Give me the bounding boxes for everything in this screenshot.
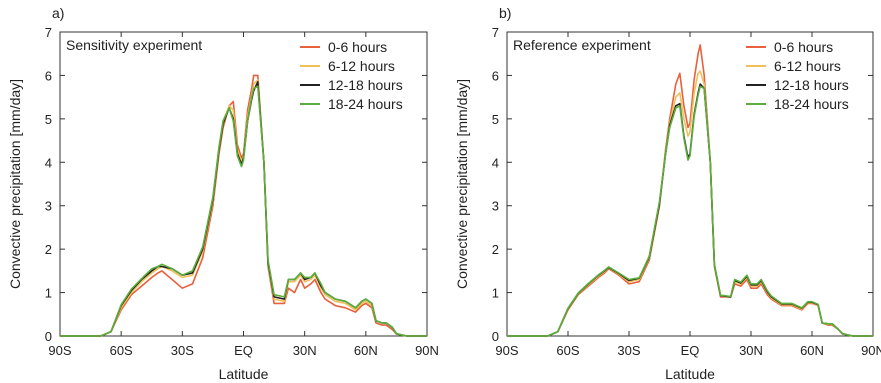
legend-label: 6-12 hours (328, 58, 395, 74)
legend: 0-6 hours 6-12 hours 12-18 hours 18-24 hour… (300, 39, 403, 112)
x-tick-label: EQ (234, 343, 253, 358)
x-tick-label: 30S (171, 343, 194, 358)
x-tick-label: EQ (681, 343, 700, 358)
chart-title: Sensitivity experiment (66, 37, 202, 53)
x-tick-label: 60S (110, 343, 133, 358)
y-axis-label: Convective precipitation [mm/day] (454, 79, 470, 289)
y-tick-label: 0 (492, 329, 499, 344)
series-line-6-12-hours (60, 79, 427, 337)
series-lines (60, 74, 427, 337)
legend-label: 18-24 hours (328, 96, 403, 112)
y-tick-label: 7 (492, 25, 499, 40)
panel-label: a) (52, 5, 64, 21)
legend-label: 0-6 hours (328, 39, 387, 55)
y-tick-label: 4 (492, 155, 499, 170)
y-tick-label: 5 (45, 112, 52, 127)
y-tick-label: 5 (492, 112, 499, 127)
x-tick-label: 60N (354, 343, 378, 358)
y-tick-label: 0 (45, 329, 52, 344)
y-tick-label: 1 (45, 286, 52, 301)
legend-label: 18-24 hours (774, 96, 849, 112)
x-tick-label: 90S (48, 343, 71, 358)
panel-a: a) Sensitivity experiment Latitude Conve… (7, 5, 439, 382)
axis-ticks: 90S 60S 30S EQ 30N 60N 90N 0 1 2 3 4 5 6 7 (492, 25, 881, 358)
legend: 0-6 hours 6-12 hours 12-18 hours 18-24 hour… (746, 39, 849, 112)
x-tick-label: 60S (556, 343, 579, 358)
x-tick-label: 90N (415, 343, 439, 358)
legend-label: 6-12 hours (774, 58, 841, 74)
x-tick-label: 30N (739, 343, 763, 358)
legend-label: 12-18 hours (328, 77, 403, 93)
legend-label: 12-18 hours (774, 77, 849, 93)
x-tick-label: 30S (617, 343, 640, 358)
y-tick-label: 3 (45, 199, 52, 214)
y-tick-label: 6 (492, 68, 499, 83)
series-line-18-24-hours (507, 85, 873, 337)
x-tick-label: 30N (293, 343, 317, 358)
y-tick-label: 1 (492, 286, 499, 301)
y-tick-label: 2 (45, 242, 52, 257)
legend-label: 0-6 hours (774, 39, 833, 55)
series-line-12-18-hours (60, 81, 427, 337)
y-tick-label: 3 (492, 199, 499, 214)
series-line-18-24-hours (60, 85, 427, 337)
chart-title: Reference experiment (513, 37, 651, 53)
y-tick-label: 6 (45, 68, 52, 83)
x-axis-label: Latitude (665, 366, 715, 382)
x-axis-label: Latitude (219, 366, 269, 382)
axis-ticks: 90S 60S 30S EQ 30N 60N 90N 0 1 2 3 4 5 6 7 (45, 25, 439, 358)
series-line-0-6-hours (60, 74, 427, 337)
y-tick-label: 7 (45, 25, 52, 40)
x-tick-label: 60N (800, 343, 824, 358)
series-lines (507, 44, 873, 337)
x-tick-label: 90S (495, 343, 518, 358)
x-tick-label: 90N (861, 343, 881, 358)
y-tick-label: 2 (492, 242, 499, 257)
y-tick-label: 4 (45, 155, 52, 170)
panel-b: b) Reference experiment Latitude Convect… (454, 5, 881, 382)
y-axis-label: Convective precipitation [mm/day] (7, 79, 23, 289)
panel-label: b) (499, 5, 511, 21)
